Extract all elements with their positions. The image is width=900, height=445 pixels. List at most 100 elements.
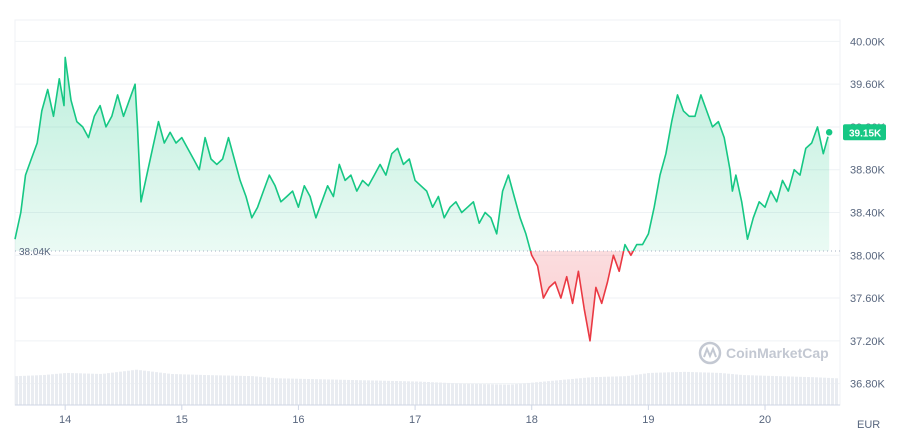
y-tick-label: 36.80K bbox=[850, 379, 886, 391]
volume-bar bbox=[343, 379, 346, 405]
volume-bar bbox=[607, 376, 610, 405]
volume-bar bbox=[443, 382, 446, 405]
volume-bars bbox=[15, 369, 838, 405]
volume-bar bbox=[19, 375, 22, 405]
volume-bar bbox=[195, 374, 198, 405]
volume-bar bbox=[575, 378, 578, 405]
volume-bar bbox=[139, 370, 142, 405]
volume-bar bbox=[783, 376, 786, 405]
volume-bar bbox=[631, 375, 634, 405]
volume-bar bbox=[791, 376, 794, 405]
volume-bar bbox=[231, 375, 234, 405]
volume-bar bbox=[371, 380, 374, 405]
volume-bar bbox=[831, 378, 834, 405]
volume-bar bbox=[163, 373, 166, 405]
volume-bar bbox=[523, 383, 526, 405]
volume-bar bbox=[295, 378, 298, 405]
volume-bar bbox=[591, 377, 594, 405]
volume-bar bbox=[427, 382, 430, 405]
volume-bar bbox=[483, 384, 486, 405]
volume-bar bbox=[771, 375, 774, 405]
volume-bar bbox=[23, 375, 26, 405]
volume-bar bbox=[395, 381, 398, 405]
volume-bar bbox=[559, 380, 562, 405]
volume-bar bbox=[655, 372, 658, 405]
volume-bar bbox=[63, 373, 66, 405]
volume-bar bbox=[203, 374, 206, 405]
volume-bar bbox=[387, 380, 390, 405]
volume-bar bbox=[303, 378, 306, 405]
volume-bar bbox=[811, 377, 814, 405]
volume-bar bbox=[711, 372, 714, 405]
volume-bar bbox=[467, 383, 470, 405]
volume-bar bbox=[487, 384, 490, 405]
x-tick-label: 20 bbox=[759, 414, 771, 426]
volume-bar bbox=[107, 373, 110, 405]
coinmarketcap-watermark: CoinMarketCap bbox=[698, 341, 829, 365]
volume-bar bbox=[823, 377, 826, 405]
volume-bar bbox=[55, 373, 58, 405]
x-tick-label: 15 bbox=[176, 414, 188, 426]
volume-bar bbox=[407, 381, 410, 405]
y-tick-label: 38.40K bbox=[850, 208, 886, 220]
volume-bar bbox=[255, 376, 258, 405]
volume-bar bbox=[419, 381, 422, 405]
volume-bar bbox=[103, 373, 106, 405]
y-tick-label: 38.80K bbox=[850, 165, 886, 177]
volume-bar bbox=[595, 377, 598, 405]
volume-bar bbox=[455, 383, 458, 405]
volume-bar bbox=[415, 381, 418, 405]
volume-bar bbox=[555, 380, 558, 405]
volume-bar bbox=[223, 375, 226, 405]
volume-bar bbox=[243, 375, 246, 405]
y-tick-label: 37.20K bbox=[850, 336, 886, 348]
volume-bar bbox=[271, 377, 274, 405]
x-tick-label: 18 bbox=[526, 414, 538, 426]
volume-bar bbox=[219, 375, 222, 405]
volume-bar bbox=[207, 375, 210, 405]
volume-bar bbox=[735, 374, 738, 405]
volume-bar bbox=[39, 375, 42, 405]
volume-bar bbox=[651, 372, 654, 405]
volume-bar bbox=[679, 371, 682, 405]
volume-bar bbox=[827, 377, 830, 405]
y-tick-label: 38.00K bbox=[850, 250, 886, 262]
volume-bar bbox=[819, 377, 822, 405]
volume-bar bbox=[615, 376, 618, 405]
volume-bar bbox=[99, 373, 102, 405]
volume-bar bbox=[307, 378, 310, 405]
current-price-marker[interactable]: 39.15K bbox=[824, 124, 886, 141]
volume-bar bbox=[619, 376, 622, 405]
volume-bar bbox=[391, 380, 394, 405]
volume-bar bbox=[423, 381, 426, 405]
volume-bar bbox=[283, 378, 286, 405]
volume-bar bbox=[799, 376, 802, 405]
volume-bar bbox=[151, 371, 154, 405]
volume-bar bbox=[135, 369, 138, 405]
baseline-price-label: 38.04K bbox=[19, 247, 51, 258]
volume-bar bbox=[531, 382, 534, 405]
volume-bar bbox=[563, 379, 566, 405]
volume-bar bbox=[495, 384, 498, 405]
volume-bar bbox=[127, 370, 130, 405]
volume-bar bbox=[191, 374, 194, 405]
volume-bar bbox=[367, 380, 370, 405]
current-price-badge bbox=[843, 124, 886, 141]
volume-bar bbox=[75, 373, 78, 405]
volume-bar bbox=[15, 376, 18, 405]
volume-bar bbox=[815, 377, 818, 405]
volume-bar bbox=[683, 371, 686, 405]
volume-bar bbox=[707, 372, 710, 405]
volume-bar bbox=[179, 374, 182, 405]
volume-bar bbox=[279, 378, 282, 405]
volume-bar bbox=[491, 384, 494, 405]
volume-bar bbox=[187, 374, 190, 405]
volume-bar bbox=[463, 383, 466, 405]
volume-bar bbox=[123, 371, 126, 405]
volume-bar bbox=[87, 373, 90, 405]
volume-bar bbox=[507, 384, 510, 405]
volume-bar bbox=[315, 379, 318, 405]
volume-bar bbox=[795, 376, 798, 405]
volume-bar bbox=[751, 375, 754, 405]
volume-bar bbox=[675, 372, 678, 405]
